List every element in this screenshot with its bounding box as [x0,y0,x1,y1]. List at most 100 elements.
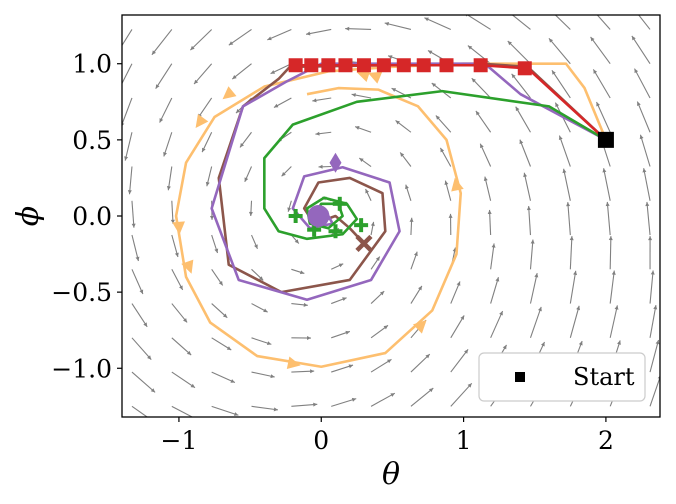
field-arrow [409,217,414,236]
field-arrow [354,126,372,133]
orange-triangle-marker [451,177,464,192]
field-arrow-head [183,318,188,323]
field-arrow-head [409,217,414,222]
field-arrow-shaft [528,205,532,236]
field-arrow [566,202,571,236]
field-arrow-shaft [171,303,188,323]
field-arrow [351,93,372,99]
field-arrow [193,63,213,85]
field-arrow-shaft [424,17,452,30]
field-arrow-shaft [569,305,580,338]
field-arrow-shaft [519,139,531,167]
legend-box [478,352,646,402]
field-arrow-head [475,110,480,116]
field-arrow [228,29,252,46]
field-arrow-head [637,101,641,107]
field-arrow [318,164,332,169]
field-arrow-shaft [171,371,196,389]
field-arrow-shaft [231,63,252,80]
field-arrow-head [639,134,644,140]
field-arrow-head [471,78,476,83]
orange-triangle-marker [195,113,209,129]
field-arrow-head [483,176,488,182]
field-arrow [592,69,611,99]
field-arrow-shaft [569,270,577,304]
field-arrow-head [266,341,272,346]
field-arrow-shaft [490,310,504,339]
field-arrow-shaft [171,405,194,417]
field-arrow [450,315,465,339]
field-arrow-head [114,53,118,57]
field-arrow-shaft [529,239,534,270]
field-arrow-head [431,83,437,88]
field-arrow [131,269,144,295]
field-arrow-shaft [609,236,612,270]
field-arrow-shaft [529,273,538,304]
field-arrow-head [588,5,592,9]
trajectory-markers [172,58,614,370]
field-arrow [439,147,452,167]
field-arrow-head [233,412,239,416]
field-arrow-head [650,270,655,275]
field-arrow-head [562,168,567,174]
field-arrow-head [294,239,299,244]
field-arrow-head [359,158,364,163]
field-arrow-head [548,38,554,43]
y-tick-label: 1.0 [72,50,112,79]
field-arrow [450,382,473,407]
red-square-marker [356,58,371,73]
field-arrow [291,268,305,275]
field-arrow-head [143,322,148,327]
field-arrow-shaft [548,37,571,65]
field-arrow-head [631,35,636,41]
field-arrow-head [558,135,563,141]
field-arrow [637,15,651,30]
field-arrow-head [428,388,434,393]
field-arrow [569,305,581,338]
field-arrow-shaft [490,277,499,304]
field-arrow-head [218,281,223,286]
field-arrow [331,397,357,407]
field-arrow [490,310,504,339]
field-arrow-shaft [471,77,492,99]
field-arrow-head [425,354,430,359]
field-arrow-head [202,147,206,153]
field-arrow-head [642,168,647,173]
field-arrow-head [313,402,318,407]
orange-triangle-marker [286,356,301,370]
field-arrow-shaft [122,29,133,47]
field-arrow [410,251,418,270]
field-arrow [244,166,253,183]
field-arrow [251,371,275,379]
field-arrow-head [519,139,524,145]
red-square-marker [396,58,411,73]
field-arrow-head [345,330,350,335]
field-arrow-head [228,41,234,46]
field-arrow-head [427,50,433,55]
field-arrow-head [596,101,600,107]
field-arrow-shaft [131,337,152,360]
field-arrow-head [375,256,380,261]
field-arrow [231,63,252,80]
field-arrow-shaft [122,97,133,126]
red-square-marker [338,58,353,73]
field-arrow [410,353,431,373]
field-arrow [479,143,492,167]
field-arrow [384,22,412,31]
red-square-marker [288,58,303,73]
field-arrow-shaft [643,168,651,201]
field-arrow [281,166,292,177]
orange-triangle-marker [412,320,427,334]
field-arrow-head [318,164,323,169]
field-arrow-shaft [131,405,149,417]
field-arrow-shaft [634,68,651,99]
field-arrow-head [387,359,392,364]
field-arrow-head [190,45,195,51]
green-plus-marker [354,218,369,233]
field-arrow-head [526,206,531,211]
field-arrow-head [551,70,556,75]
field-arrow [114,29,133,57]
field-arrow-head [315,131,320,136]
field-arrow-head [390,393,395,397]
field-arrow-head [154,421,158,425]
